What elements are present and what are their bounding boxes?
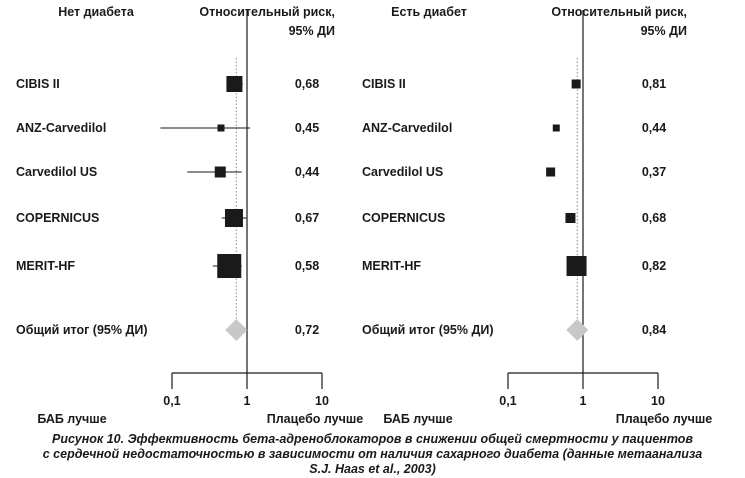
panel-2-study-label: CIBIS II [362, 77, 406, 91]
panel-1-study-label: CIBIS II [16, 77, 60, 91]
panel-1-study-label: Carvedilol US [16, 165, 97, 179]
panel-2-effect-marker [571, 79, 581, 89]
panel-1-value-label: 0,58 [295, 259, 319, 273]
panel-2-value-header-2: 95% ДИ [641, 24, 687, 38]
panel-1-study-label: ANZ-Carvedilol [16, 121, 106, 135]
panel-2-study-label: Carvedilol US [362, 165, 443, 179]
panel-1-title: Нет диабета [58, 5, 135, 19]
panel-1-effect-marker [226, 76, 243, 92]
panel-2-value-label: 0,81 [642, 77, 666, 91]
panel-1-effect-marker [214, 166, 226, 178]
panel-1-study-label: MERIT-HF [16, 259, 75, 273]
panel-2-study-label: COPERNICUS [362, 211, 445, 225]
panel-1-right-direction-label: Плацебо лучше [267, 412, 364, 426]
panel-2-effect-marker [566, 256, 587, 276]
panel-1-value-label: 0,45 [295, 121, 319, 135]
panel-1-total-diamond [225, 319, 248, 341]
panel-2-left-direction-label: БАБ лучше [383, 412, 452, 426]
panel-1-effect-marker [217, 254, 242, 278]
panel-2-total-value-label: 0,84 [642, 323, 666, 337]
panel-2-value-label: 0,68 [642, 211, 666, 225]
panel-1-value-header-1: Относительный риск, [199, 5, 335, 19]
panel-1-value-label: 0,67 [295, 211, 319, 225]
panel-2-title: Есть диабет [391, 5, 467, 19]
panel-1-effect-marker [224, 209, 243, 227]
panel-1-total-label: Общий итог (95% ДИ) [16, 323, 148, 337]
caption-line-2: с сердечной недостаточностью в зависимос… [42, 447, 703, 461]
panel-2-x-tick-label: 1 [580, 394, 587, 408]
panel-1-value-label: 0,44 [295, 165, 319, 179]
panel-2-study-label: ANZ-Carvedilol [362, 121, 452, 135]
panel-1-x-tick-label: 10 [315, 394, 329, 408]
panel-1-left-direction-label: БАБ лучше [37, 412, 106, 426]
panel-2-total-diamond [566, 319, 589, 341]
panel-1-x-tick-label: 1 [244, 394, 251, 408]
panel-1-total-value-label: 0,72 [295, 323, 319, 337]
panel-2-value-label: 0,82 [642, 259, 666, 273]
panel-2-study-label: MERIT-HF [362, 259, 421, 273]
panel-1-effect-marker [217, 124, 225, 132]
panel-2-value-header-1: Относительный риск, [551, 5, 687, 19]
panel-1-value-header-2: 95% ДИ [289, 24, 335, 38]
panel-2-effect-marker [552, 124, 560, 132]
panel-1-study-label: COPERNICUS [16, 211, 99, 225]
panel-2-x-tick-label: 0,1 [499, 394, 516, 408]
panel-1-value-label: 0,68 [295, 77, 319, 91]
figure-caption: Рисунок 10. Эффективность бета-адренобло… [0, 432, 745, 477]
panel-2-right-direction-label: Плацебо лучше [616, 412, 713, 426]
panel-1-x-tick-label: 0,1 [163, 394, 180, 408]
caption-line-1: Рисунок 10. Эффективность бета-адренобло… [52, 432, 693, 446]
panel-2-x-tick-label: 10 [651, 394, 665, 408]
panel-2-total-label: Общий итог (95% ДИ) [362, 323, 494, 337]
panel-2-effect-marker [565, 213, 576, 223]
caption-line-3: S.J. Haas et al., 2003) [309, 462, 436, 476]
panel-2-value-label: 0,44 [642, 121, 666, 135]
panel-2-value-label: 0,37 [642, 165, 666, 179]
panel-2-effect-marker [546, 167, 556, 177]
